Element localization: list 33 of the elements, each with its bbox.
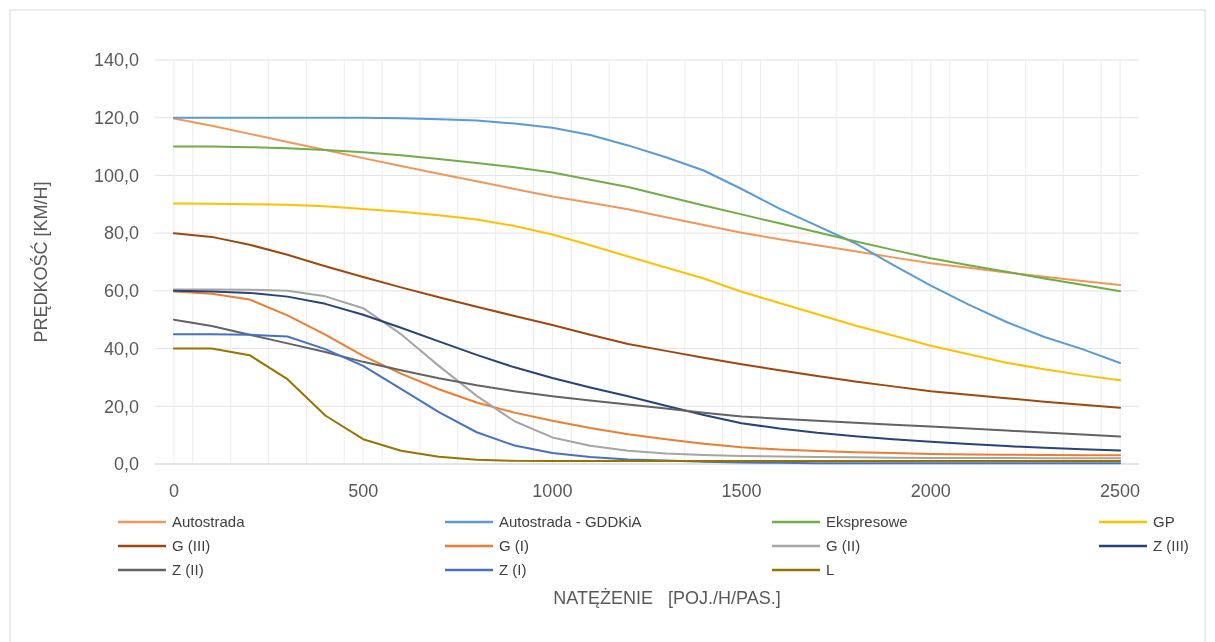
y-tick-label: 40,0 (103, 338, 139, 359)
x-tick-label: 500 (348, 481, 379, 501)
legend-label: Z (I) (499, 561, 527, 578)
legend-label: G (III) (172, 537, 211, 554)
legend-label: L (826, 561, 835, 578)
x-tick-label: 1500 (721, 481, 762, 501)
y-tick-label: 60,0 (103, 281, 139, 302)
x-axis-title: NATĘŻENIE [POJ./H/PAS.] (553, 588, 781, 608)
y-tick-label: 140,0 (93, 50, 139, 71)
legend-label: GP (1153, 513, 1175, 530)
legend-label: Z (III) (1153, 537, 1189, 554)
y-axis-title: PRĘDKOŚĆ [KM/H] (30, 181, 51, 343)
line-series (172, 232, 1122, 409)
x-tick-label: 2000 (910, 481, 951, 501)
legend-label: G (II) (826, 537, 861, 554)
x-tick-label: 0 (168, 481, 179, 501)
legend-label: G (I) (499, 537, 529, 554)
line-series (172, 202, 1122, 382)
y-tick-label: 100,0 (93, 165, 139, 186)
line-series (172, 116, 1122, 364)
legend-label: Ekspresowe (826, 513, 908, 530)
legend-label: Autostrada - GDDKiA (499, 513, 642, 530)
legend-label: Autostrada (172, 513, 246, 530)
y-tick-label: 120,0 (93, 108, 139, 129)
y-tick-label: 0,0 (113, 454, 139, 475)
line-series (172, 145, 1122, 293)
y-tick-label: 20,0 (103, 396, 139, 417)
legend-label: Z (II) (172, 561, 204, 578)
line-series (172, 117, 1122, 287)
x-tick-label: 1000 (532, 481, 573, 501)
line-series (172, 318, 1122, 438)
y-tick-label: 80,0 (103, 223, 139, 244)
x-tick-label: 2500 (1100, 481, 1141, 501)
